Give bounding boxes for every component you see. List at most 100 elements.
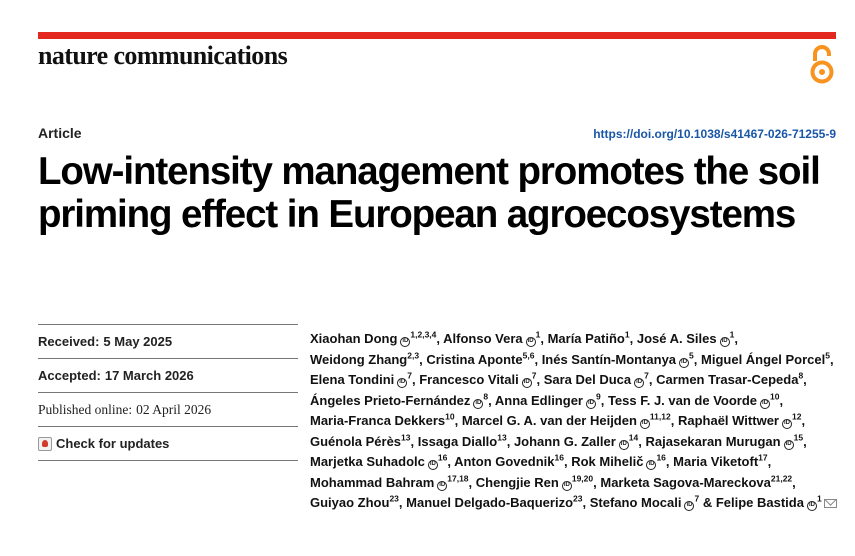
author-name[interactable]: Anton Govednik16 (454, 453, 564, 469)
orcid-icon[interactable]: iD (618, 439, 629, 450)
author-name-text: Marketa Sagova-Mareckova (600, 474, 771, 490)
author-name[interactable]: Rajasekaran Murugan iD15 (646, 432, 804, 450)
author-name[interactable]: Stefano Mocali iD7 (589, 493, 700, 511)
author-name-text: Maria-Franca Dekkers (310, 413, 446, 428)
author-affiliation: 7 (407, 370, 412, 381)
author-name[interactable]: Marcel G. A. van der Heijden iD11,12 (461, 412, 671, 429)
author-affiliation: 23 (389, 493, 399, 504)
author-affiliation: 19,20 (571, 473, 594, 484)
author-name[interactable]: Raphaël Wittwer iD12 (677, 412, 801, 429)
author-name-text: Alfonso Vera (443, 331, 523, 346)
orcid-icon[interactable]: iD (806, 501, 817, 511)
author-affiliation: 2,3 (407, 350, 420, 361)
orcid-icon[interactable]: iD (521, 378, 532, 388)
author-name[interactable]: Anna Edlinger iD9 (494, 392, 601, 409)
author-affiliation: 8 (483, 391, 489, 402)
author-affiliation: 17 (758, 452, 768, 463)
author-name-text: Marcel G. A. van der Heijden (461, 413, 637, 428)
accepted-date: 17 March 2026 (104, 368, 194, 383)
orcid-icon[interactable]: iD (719, 337, 730, 347)
orcid-icon[interactable]: iD (781, 419, 792, 429)
author-name-text: María Patiño (547, 331, 625, 346)
author-name[interactable]: Marketa Sagova-Mareckova21,22 (600, 473, 793, 490)
author-affiliation: 1,2,3,4 (410, 329, 437, 340)
author-name[interactable]: Tess F. J. van de Voorde iD10 (607, 392, 780, 409)
check-for-updates-link[interactable]: Check for updates (38, 436, 169, 451)
orcid-icon[interactable]: iD (646, 460, 657, 470)
author-affiliation: 16 (656, 452, 666, 463)
author-name[interactable]: Maria Viketoft17 (673, 452, 768, 469)
orcid-icon[interactable]: iD (427, 460, 438, 470)
author-name-text: José A. Siles (636, 331, 717, 346)
accepted-label: Accepted: (38, 368, 101, 383)
author-name-text: Xiaohan Dong (310, 331, 398, 346)
author-name-text: Rok Mihelič (571, 454, 644, 469)
author-name-text: Anna Edlinger (494, 392, 583, 408)
open-access-lock-icon (810, 45, 834, 84)
author-name[interactable]: Carmen Trasar-Cepeda8 (656, 371, 803, 387)
author-affiliation: 1 (816, 493, 822, 504)
author-name-text: Maria Viketoft (673, 454, 759, 469)
author-affiliation: 7 (644, 370, 649, 381)
orcid-icon[interactable]: iD (679, 357, 690, 368)
accepted-date-row: Accepted: 17 March 2026 (38, 358, 298, 392)
author-name-text: Raphaël Wittwer (677, 413, 779, 428)
received-label: Received: (38, 334, 100, 349)
author-name[interactable]: Weidong Zhang2,3 (310, 350, 420, 367)
orcid-icon[interactable]: iD (561, 480, 572, 491)
author-affiliation: 7 (694, 493, 700, 504)
orcid-icon[interactable]: iD (437, 480, 448, 491)
author-name[interactable]: Xiaohan Dong iD1,2,3,4 (310, 329, 437, 347)
orcid-icon[interactable]: iD (760, 398, 771, 409)
author-name[interactable]: Ángeles Prieto-Fernández iD8 (310, 391, 489, 409)
doi-link[interactable]: https://doi.org/10.1038/s41467-026-71255… (593, 127, 836, 141)
author-name[interactable]: Cristina Aponte5,6 (426, 351, 534, 367)
author-name[interactable]: Issaga Diallo13 (418, 432, 507, 449)
author-name-text: Carmen Trasar-Cepeda (656, 372, 799, 387)
author-name[interactable]: Sara Del Duca iD7 (544, 370, 649, 388)
orcid-icon[interactable]: iD (397, 378, 408, 388)
orcid-icon[interactable]: iD (473, 398, 484, 409)
journal-name[interactable]: nature communications (38, 41, 288, 70)
orcid-icon[interactable]: iD (639, 419, 650, 429)
author-affiliation: 13 (401, 432, 411, 443)
author-name[interactable]: Alfonso Vera iD1 (443, 330, 540, 347)
author-name[interactable]: Guénola Pérès13 (310, 432, 411, 449)
author-name[interactable]: Marjetka Suhadolc iD16 (310, 453, 447, 470)
orcid-icon[interactable]: iD (400, 337, 411, 347)
orcid-icon[interactable]: iD (684, 501, 695, 511)
author-name-text: Inés Santín-Montanya (541, 351, 677, 367)
author-affiliation: 21,22 (770, 473, 793, 484)
author-name[interactable]: Inés Santín-Montanya iD5 (541, 351, 694, 368)
author-name[interactable]: Mohammad Bahram iD17,18 (310, 474, 469, 491)
author-name-text: Anton Govednik (454, 454, 555, 469)
author-name-text: Tess F. J. van de Voorde (607, 392, 758, 408)
author-name[interactable]: Elena Tondini iD7 (310, 370, 412, 388)
author-name[interactable]: Felipe Bastida iD1 (715, 493, 837, 511)
author-affiliation: 1 (624, 329, 630, 340)
received-date-row: Received: 5 May 2025 (38, 324, 298, 358)
author-name[interactable]: María Patiño1 (547, 329, 630, 346)
author-name[interactable]: Miguel Ángel Porcel5 (701, 351, 830, 367)
mail-icon[interactable] (823, 499, 837, 508)
author-affiliation: 7 (531, 370, 537, 381)
orcid-icon[interactable]: iD (525, 337, 536, 347)
check-updates-row: Check for updates (38, 426, 298, 461)
author-name[interactable]: Guiyao Zhou23 (310, 493, 399, 510)
orcid-icon[interactable]: iD (783, 439, 794, 450)
author-name-text: Johann G. Zaller (513, 433, 616, 449)
orcid-icon[interactable]: iD (634, 378, 645, 388)
author-affiliation: 13 (497, 432, 507, 443)
author-name-text: Stefano Mocali (589, 495, 682, 510)
author-name-text: Felipe Bastida (715, 495, 804, 510)
author-name[interactable]: José A. Siles iD1 (636, 330, 734, 347)
author-name[interactable]: Rok Mihelič iD16 (571, 452, 666, 470)
author-affiliation: 15 (793, 432, 804, 443)
author-name[interactable]: Chengjie Ren iD19,20 (476, 473, 594, 491)
author-name[interactable]: Manuel Delgado-Baquerizo23 (406, 494, 582, 510)
author-name[interactable]: Maria-Franca Dekkers10 (310, 412, 455, 428)
author-name[interactable]: Johann G. Zaller iD14 (513, 433, 638, 450)
check-for-updates-label: Check for updates (56, 436, 170, 451)
author-name[interactable]: Francesco Vitali iD7 (419, 370, 537, 388)
orcid-icon[interactable]: iD (585, 398, 596, 409)
